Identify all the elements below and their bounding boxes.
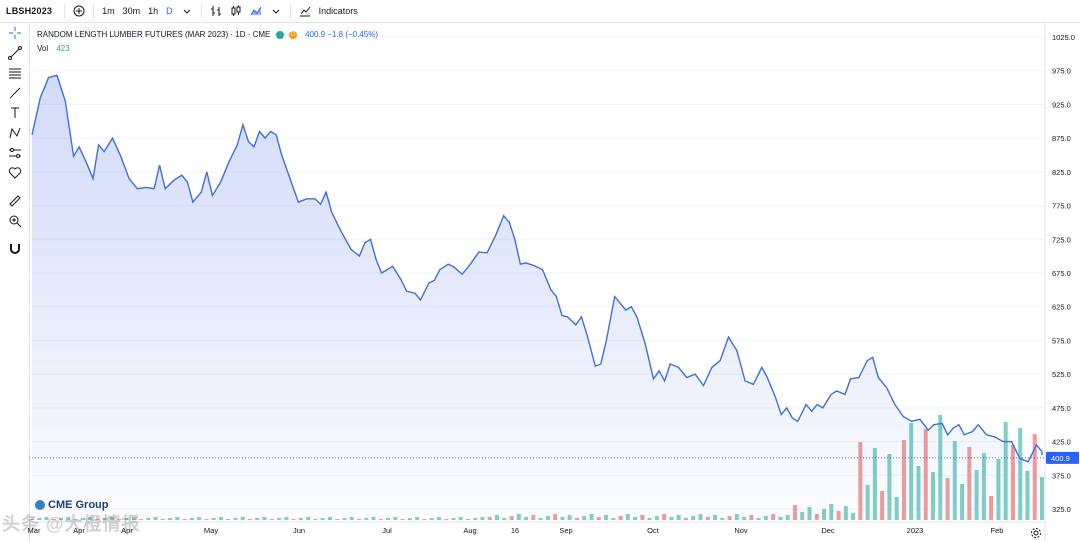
zoom-tool[interactable]: [0, 211, 29, 231]
fib-tool[interactable]: [0, 63, 29, 83]
last-price-tag-bg: [1046, 451, 1079, 464]
watermark: 头条 @大橙情报: [2, 514, 141, 534]
time-axis[interactable]: Mar Apr Apr May Jun Jul Aug 16 Sep Oct Nov Dec 2023 F…: [28, 526, 1004, 535]
text-tool[interactable]: [0, 103, 29, 123]
price-tick-label: 725.0: [1052, 235, 1071, 244]
time-tick-label: Aug: [463, 526, 476, 535]
price-tick-label: 425.0: [1052, 438, 1071, 447]
ruler-icon: [8, 195, 21, 207]
time-tick-label: Oct: [647, 526, 660, 535]
price-tick-label: 375.0: [1052, 471, 1071, 480]
price-tick-label: 525.0: [1052, 370, 1071, 379]
heart-icon: [8, 167, 21, 179]
price-tick-label: 825.0: [1052, 168, 1071, 177]
price-change: 400.9 −1.8 (−0.45%): [305, 30, 379, 39]
favorites-tool[interactable]: [0, 163, 29, 183]
ruler-tool[interactable]: [0, 191, 29, 211]
price-area: [32, 75, 1042, 521]
chevron-down-icon[interactable]: [179, 3, 195, 19]
magnet-icon: [9, 244, 20, 254]
text-icon: [10, 107, 19, 118]
divider: [200, 4, 202, 18]
time-tick-label: Apr: [73, 526, 85, 535]
prediction-tool[interactable]: [0, 143, 29, 163]
crosshair-icon: [8, 27, 21, 39]
time-tick-label: 16: [511, 526, 519, 535]
time-tick-label: Jul: [382, 526, 392, 535]
time-tick-label: Feb: [991, 526, 1004, 535]
time-tick-label: Nov: [734, 526, 748, 535]
prediction-icon: [8, 148, 21, 158]
time-tick-label: 2023: [907, 526, 924, 535]
price-tick-label: 925.0: [1052, 100, 1071, 109]
price-tick-label: 675.0: [1052, 269, 1071, 278]
price-tick-label: 975.0: [1052, 67, 1071, 76]
candles-icon[interactable]: [228, 3, 244, 19]
pattern-icon: [9, 127, 20, 139]
area-chart-icon[interactable]: [248, 3, 264, 19]
cme-logo: CME Group: [35, 499, 109, 511]
price-tick-label: 875.0: [1052, 134, 1071, 143]
interval-d[interactable]: D: [166, 6, 173, 16]
price-axis[interactable]: 1025.0 975.0 925.0 875.0 825.0 775.0 725.0 675.…: [1052, 33, 1075, 514]
symbol-label[interactable]: LBSH2023: [6, 6, 53, 16]
trend-line-icon: [7, 46, 22, 60]
volume-value: 423: [56, 44, 70, 53]
time-tick-label: Apr: [121, 526, 133, 535]
divider: [93, 4, 95, 18]
bars-chart-icon[interactable]: [208, 3, 224, 19]
drawing-toolbar: [0, 23, 30, 541]
chart-legend: RANDOM LENGTH LUMBER FUTURES (MAR 2023) …: [37, 28, 378, 56]
time-tick-label: Jun: [293, 526, 305, 535]
time-tick-label: Dec: [821, 526, 835, 535]
crosshair-tool[interactable]: [0, 23, 29, 43]
price-tick-label: 325.0: [1052, 505, 1071, 514]
gear-icon[interactable]: [1030, 527, 1042, 539]
trend-line-tool[interactable]: [0, 43, 29, 63]
last-price-tag-label: 400.9: [1051, 454, 1070, 463]
zoom-in-icon: [9, 215, 21, 228]
divider: [64, 4, 66, 18]
volume-label: Vol: [37, 44, 49, 53]
divider: [289, 4, 291, 18]
last-price-tag: 400.9: [1046, 451, 1079, 464]
pattern-tool[interactable]: [0, 123, 29, 143]
cme-logo-text: CME Group: [48, 499, 109, 511]
plus-circle-icon[interactable]: [71, 3, 87, 19]
price-line: [31, 74, 1043, 463]
chevron-down-icon[interactable]: [268, 3, 284, 19]
brush-icon: [9, 87, 20, 99]
indicators-icon[interactable]: [297, 3, 313, 19]
time-tick-label: May: [204, 526, 218, 535]
time-tick-label: Sep: [559, 526, 572, 535]
price-tick-label: 475.0: [1052, 404, 1071, 413]
price-tick-label: 1025.0: [1052, 33, 1075, 42]
magnet-tool[interactable]: [0, 239, 29, 259]
chart-title[interactable]: RANDOM LENGTH LUMBER FUTURES (MAR 2023) …: [37, 30, 271, 39]
fib-icon: [8, 68, 21, 79]
time-tick-label: Mar: [28, 526, 41, 535]
indicators-button[interactable]: Indicators: [318, 6, 358, 16]
globe-icon: [35, 500, 45, 510]
price-tick-label: 625.0: [1052, 303, 1071, 312]
interval-1m[interactable]: 1m: [102, 6, 115, 16]
interval-1h[interactable]: 1h: [148, 6, 159, 16]
price-tick-label: 575.0: [1052, 336, 1071, 345]
top-toolbar: LBSH2023 1m 30m 1h D Indicators: [0, 0, 1080, 23]
status-dot: [275, 30, 284, 39]
brush-tool[interactable]: [0, 83, 29, 103]
interval-30m[interactable]: 30m: [122, 6, 141, 16]
price-tick-label: 775.0: [1052, 202, 1071, 211]
delay-badge: D: [288, 30, 297, 39]
